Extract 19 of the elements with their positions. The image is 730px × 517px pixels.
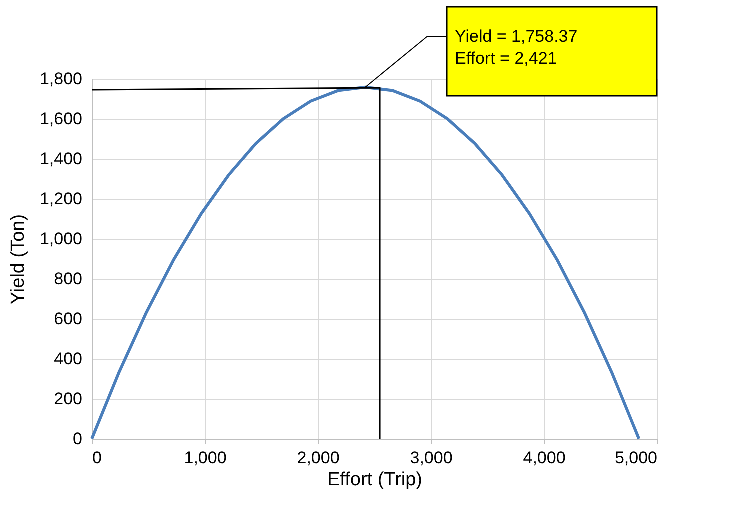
y-tick-label: 0	[73, 430, 82, 448]
y-tick-label: 1,600	[40, 110, 82, 128]
y-tick-label: 600	[54, 310, 82, 328]
y-tick-label: 1,200	[40, 190, 82, 208]
y-tick-label: 200	[54, 390, 82, 408]
x-axis-title: Effort (Trip)	[327, 470, 423, 490]
y-tick-label: 1,800	[40, 70, 82, 88]
x-tick-label: 1,000	[184, 448, 227, 468]
x-tick-label: 5,000	[614, 448, 658, 468]
x-tick-label: 2,000	[297, 448, 340, 468]
y-tick-label: 800	[54, 270, 82, 288]
x-tick-label: 0	[92, 448, 102, 468]
y-tick-label: 1,400	[40, 150, 82, 168]
annotation: Yield = 1,758.37 Effort = 2,421	[455, 27, 578, 68]
x-tick-label: 4,000	[523, 448, 566, 468]
y-axis-title: Yield (Ton)	[8, 214, 29, 305]
y-tick-label: 1,000	[40, 230, 82, 248]
x-tick-label: 3,000	[410, 448, 453, 468]
y-tick-label: 400	[54, 350, 82, 368]
